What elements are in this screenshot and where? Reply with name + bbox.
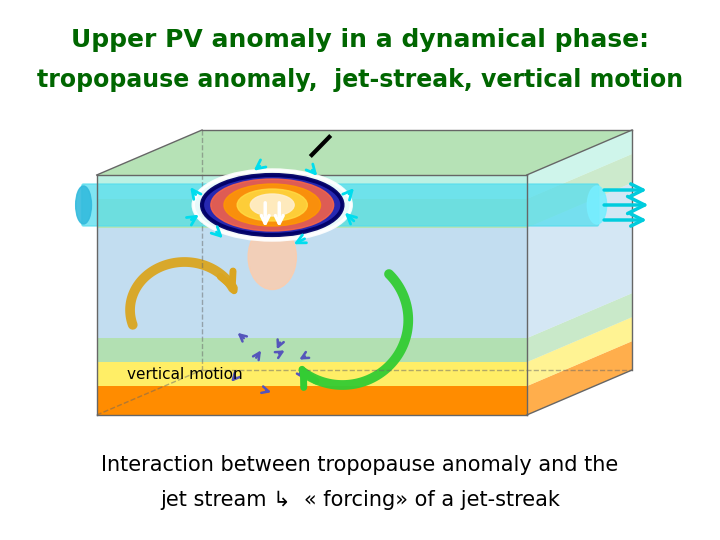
Polygon shape: [96, 386, 527, 415]
FancyBboxPatch shape: [82, 184, 599, 226]
Polygon shape: [527, 183, 632, 338]
Ellipse shape: [251, 194, 294, 216]
Polygon shape: [96, 362, 527, 386]
Ellipse shape: [76, 186, 91, 224]
Text: Upper PV anomaly in a dynamical phase:: Upper PV anomaly in a dynamical phase:: [71, 28, 649, 52]
Polygon shape: [527, 130, 632, 199]
Polygon shape: [96, 175, 527, 199]
Text: vertical motion: vertical motion: [127, 367, 243, 382]
Ellipse shape: [193, 170, 351, 240]
Ellipse shape: [237, 189, 307, 221]
Polygon shape: [96, 199, 527, 228]
Polygon shape: [527, 317, 632, 386]
Ellipse shape: [202, 175, 343, 235]
Ellipse shape: [588, 186, 607, 224]
Text: jet stream ↳  « forcing» of a jet-streak: jet stream ↳ « forcing» of a jet-streak: [160, 490, 560, 510]
Text: Interaction between tropopause anomaly and the: Interaction between tropopause anomaly a…: [102, 455, 618, 475]
Polygon shape: [96, 338, 527, 362]
Polygon shape: [527, 341, 632, 415]
Polygon shape: [527, 154, 632, 228]
Polygon shape: [96, 130, 632, 175]
Text: tropopause anomaly,  jet-streak, vertical motion: tropopause anomaly, jet-streak, vertical…: [37, 68, 683, 92]
Polygon shape: [527, 293, 632, 362]
Ellipse shape: [211, 179, 333, 231]
Polygon shape: [96, 228, 527, 338]
Ellipse shape: [248, 225, 297, 289]
Ellipse shape: [224, 184, 320, 226]
